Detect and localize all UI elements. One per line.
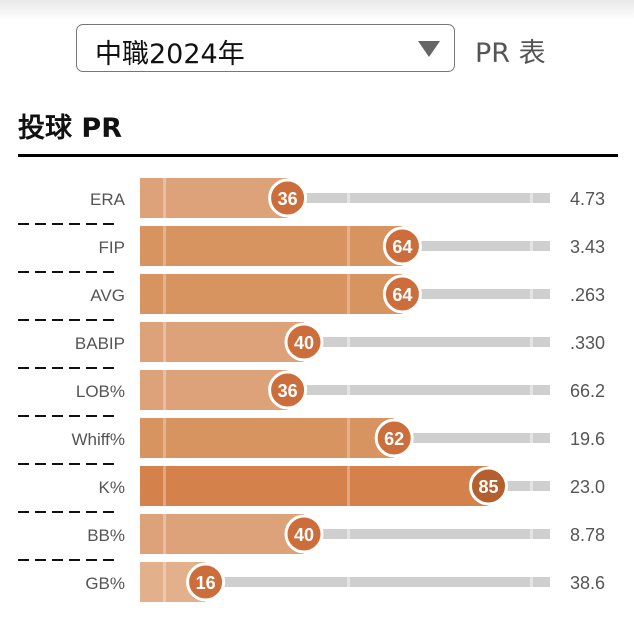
track-gap (530, 481, 533, 491)
pr-bar (140, 274, 403, 314)
category-label: LOB% (76, 382, 125, 401)
bar-track (205, 577, 550, 587)
section-title: 投球 PR (18, 113, 122, 144)
pr-bar (140, 514, 304, 554)
track-gap (530, 385, 533, 395)
title-rule (18, 154, 618, 157)
track-gap (347, 529, 350, 539)
category-label: Whiff% (71, 430, 125, 449)
track-gap (347, 577, 350, 587)
pr-value-label: 64 (392, 285, 412, 305)
bar-gridline (347, 418, 350, 458)
track-gap (530, 289, 533, 299)
pr-bar (140, 370, 288, 410)
bar-gridline (347, 226, 350, 266)
track-gap (347, 193, 350, 203)
category-label: FIP (99, 238, 125, 257)
bar-gridline (163, 322, 166, 362)
pr-marker (268, 178, 308, 218)
bar-gridline (163, 562, 166, 602)
chevron-down-icon (418, 41, 440, 57)
bar-gridline (163, 274, 166, 314)
pr-marker (374, 418, 414, 458)
track-gap (347, 337, 350, 347)
track-gap (347, 385, 350, 395)
league-year-select[interactable]: 中職2024年 (76, 24, 455, 72)
pr-marker (186, 562, 226, 602)
category-label: BABIP (75, 334, 125, 353)
pr-value-label: 40 (294, 333, 314, 353)
top-band (0, 0, 634, 20)
stat-value: 66.2 (570, 381, 605, 401)
bar-gridline (163, 178, 166, 218)
pr-value-label: 36 (278, 189, 298, 209)
stat-value: 19.6 (570, 429, 605, 449)
bar-gridline (163, 418, 166, 458)
category-label: ERA (90, 190, 126, 209)
bar-track (304, 529, 550, 539)
stat-value: 8.78 (570, 525, 605, 545)
bar-gridline (163, 226, 166, 266)
category-label: AVG (90, 286, 125, 305)
track-gap (530, 337, 533, 347)
pr-marker (284, 514, 324, 554)
bar-track (304, 337, 550, 347)
bar-track (402, 241, 550, 251)
stat-value: 3.43 (570, 237, 605, 257)
pr-marker (382, 274, 422, 314)
pr-marker (268, 370, 308, 410)
track-gap (530, 529, 533, 539)
stat-value: 4.73 (570, 189, 605, 209)
bar-gridline (163, 370, 166, 410)
bar-gridline (163, 466, 166, 506)
pr-value-label: 16 (196, 573, 216, 593)
pr-value-label: 36 (278, 381, 298, 401)
pr-bar (140, 466, 489, 506)
pr-value-label: 85 (478, 477, 498, 497)
category-label: BB% (87, 526, 125, 545)
bar-track (287, 385, 550, 395)
track-gap (530, 241, 533, 251)
bar-gridline (347, 466, 350, 506)
bar-gridline (163, 514, 166, 554)
league-year-value: 中職2024年 (95, 39, 245, 70)
track-gap (530, 193, 533, 203)
stat-value: .330 (570, 333, 605, 353)
pr-bar (140, 418, 395, 458)
bar-track (402, 289, 550, 299)
stat-value: 23.0 (570, 477, 605, 497)
pr-bar (140, 322, 304, 362)
pr-marker (469, 466, 508, 506)
pr-table-label: PR 表 (475, 38, 546, 69)
category-label: GB% (85, 574, 125, 593)
bar-track (488, 481, 550, 491)
bar-track (394, 433, 550, 443)
pr-value-label: 64 (392, 237, 412, 257)
track-gap (530, 577, 533, 587)
stat-value: 38.6 (570, 573, 605, 593)
pr-bar (140, 178, 288, 218)
pr-bar (140, 226, 403, 266)
pr-value-label: 62 (384, 429, 404, 449)
pr-value-label: 40 (294, 525, 314, 545)
pr-marker (284, 322, 324, 362)
bar-gridline (347, 274, 350, 314)
stat-value: .263 (570, 285, 605, 305)
bar-track (287, 193, 550, 203)
pr-marker (382, 226, 422, 266)
category-label: K% (99, 478, 125, 497)
track-gap (530, 433, 533, 443)
